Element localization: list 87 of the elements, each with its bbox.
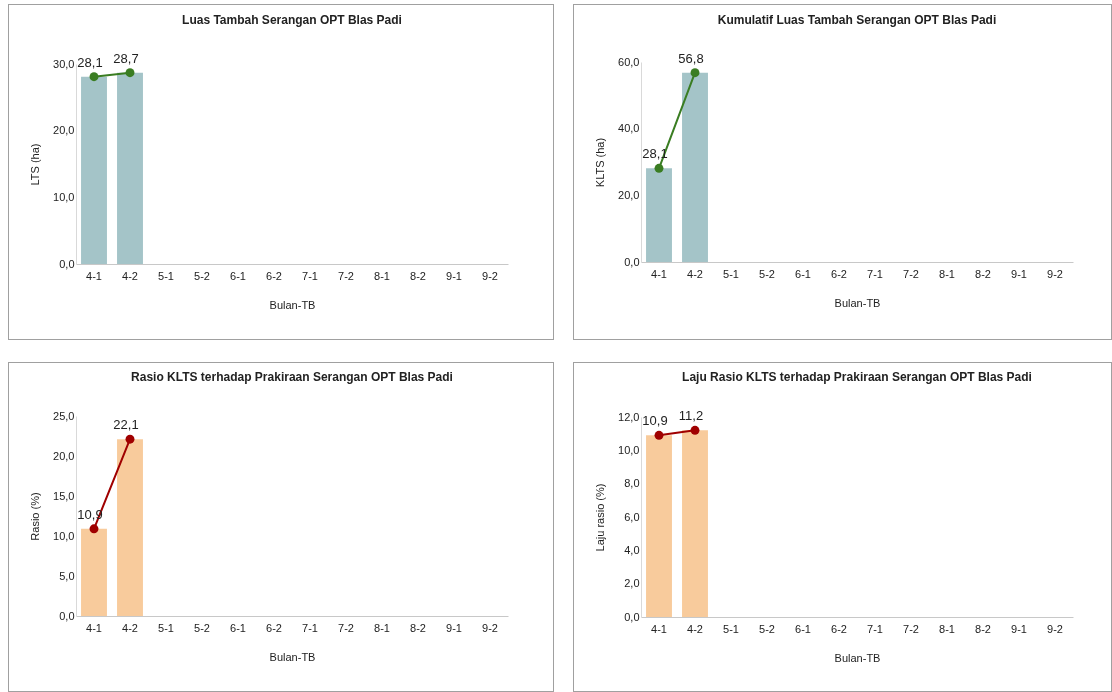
x-tick-label: 6-2 (266, 621, 282, 634)
x-tick-label: 4-2 (687, 267, 703, 280)
x-axis-title: Bulan-TB (834, 651, 881, 664)
y-tick-label: 4,0 (624, 543, 640, 556)
x-tick-label: 6-2 (831, 622, 847, 635)
y-tick-label: 10,0 (53, 190, 75, 203)
x-tick-label: 7-1 (302, 621, 318, 634)
y-tick-label: 20,0 (618, 188, 640, 201)
x-tick-label: 8-1 (939, 267, 955, 280)
x-tick-label: 8-2 (975, 267, 991, 280)
x-tick-label: 9-1 (446, 269, 462, 282)
x-tick-label: 6-2 (831, 267, 847, 280)
x-tick-label: 9-1 (1011, 267, 1027, 280)
x-tick-label: 4-1 (86, 621, 102, 634)
y-axis-title: LTS (ha) (29, 143, 42, 186)
y-tick-label: 0,0 (59, 609, 75, 622)
x-tick-label: 8-1 (939, 622, 955, 635)
x-tick-label: 8-1 (374, 621, 390, 634)
x-tick-label: 7-1 (867, 622, 883, 635)
chart-title: Rasio KLTS terhadap Prakiraan Serangan OPT Blas Padi (131, 370, 453, 384)
x-tick-label: 6-2 (266, 269, 282, 282)
x-tick-label: 8-1 (374, 269, 390, 282)
x-tick-label: 7-2 (338, 621, 354, 634)
y-tick-label: 10,0 (618, 443, 640, 456)
data-label: 10,9 (642, 413, 668, 429)
y-tick-label: 6,0 (624, 510, 640, 523)
y-tick-label: 20,0 (53, 124, 75, 137)
y-axis-title: KLTS (ha) (594, 137, 607, 188)
y-tick-label: 20,0 (53, 449, 75, 462)
y-tick-label: 8,0 (624, 477, 640, 490)
x-tick-label: 4-1 (86, 269, 102, 282)
chart-title: Kumulatif Luas Tambah Serangan OPT Blas Padi (717, 12, 997, 27)
y-tick-label: 2,0 (624, 577, 640, 590)
x-tick-label: 7-2 (903, 267, 919, 280)
x-tick-label: 4-1 (651, 622, 667, 635)
x-axis-title: Bulan-TB (269, 650, 316, 663)
y-tick-label: 30,0 (53, 57, 75, 70)
x-tick-label: 7-1 (302, 269, 318, 282)
x-tick-label: 5-1 (723, 622, 739, 635)
chart-title: Luas Tambah Serangan OPT Blas Padi (182, 12, 402, 27)
x-tick-label: 5-1 (723, 267, 739, 280)
x-tick-label: 6-1 (795, 622, 811, 635)
x-tick-label: 7-2 (338, 269, 354, 282)
x-tick-label: 5-2 (759, 622, 775, 635)
x-tick-label: 7-1 (867, 267, 883, 280)
x-tick-label: 6-1 (230, 269, 246, 282)
y-tick-label: 0,0 (624, 610, 640, 623)
x-tick-label: 5-2 (194, 621, 210, 634)
x-tick-label: 9-2 (1047, 622, 1063, 635)
data-label: 28,1 (77, 54, 103, 70)
x-tick-label: 6-1 (795, 267, 811, 280)
x-tick-label: 6-1 (230, 621, 246, 634)
y-tick-label: 25,0 (53, 409, 75, 422)
x-axis-title: Bulan-TB (269, 298, 316, 311)
data-label: 22,1 (113, 417, 139, 433)
y-tick-label: 10,0 (53, 529, 75, 542)
x-tick-label: 5-1 (158, 621, 174, 634)
x-tick-label: 9-1 (1011, 622, 1027, 635)
data-label: 56,8 (678, 50, 704, 66)
x-tick-label: 5-2 (759, 267, 775, 280)
chart-title: Laju Rasio KLTS terhadap Prakiraan Serangan OPT Blas Padi (682, 370, 1032, 385)
x-tick-label: 9-1 (446, 621, 462, 634)
y-tick-label: 12,0 (618, 410, 640, 423)
x-tick-label: 4-2 (122, 621, 138, 634)
x-tick-label: 4-2 (687, 622, 703, 635)
y-axis-title: Rasio (%) (29, 492, 42, 541)
x-tick-label: 7-2 (903, 622, 919, 635)
y-tick-label: 0,0 (59, 257, 75, 270)
x-tick-label: 8-2 (975, 622, 991, 635)
x-tick-label: 9-2 (1047, 267, 1063, 280)
x-tick-label: 8-2 (410, 269, 426, 282)
data-label: 11,2 (678, 408, 704, 424)
x-tick-label: 9-2 (482, 621, 498, 634)
x-tick-label: 9-2 (482, 269, 498, 282)
y-tick-label: 40,0 (618, 122, 640, 135)
x-axis-title: Bulan-TB (834, 296, 881, 309)
y-axis-title: Laju rasio (%) (594, 483, 607, 552)
y-tick-label: 15,0 (53, 489, 75, 502)
x-tick-label: 5-2 (194, 269, 210, 282)
x-tick-label: 8-2 (410, 621, 426, 634)
y-tick-label: 60,0 (618, 55, 640, 68)
y-tick-label: 0,0 (624, 255, 640, 268)
x-tick-label: 4-1 (651, 267, 667, 280)
x-tick-label: 4-2 (122, 269, 138, 282)
data-label: 28,7 (113, 50, 139, 66)
x-tick-label: 5-1 (158, 269, 174, 282)
y-tick-label: 5,0 (59, 569, 75, 582)
